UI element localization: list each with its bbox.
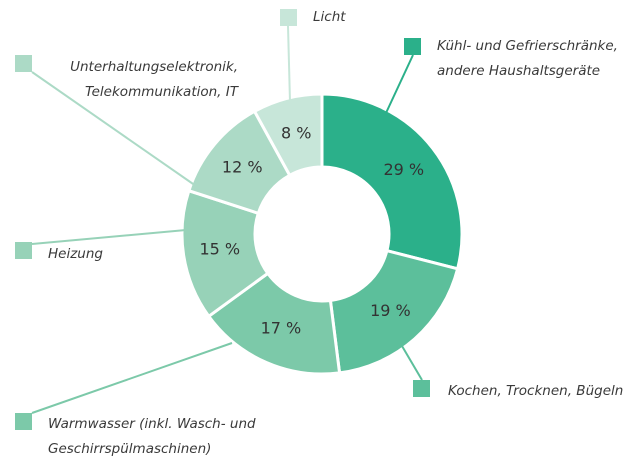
value-label: 17 % (261, 318, 302, 337)
legend-label: Warmwasser (inkl. Wasch- und Geschirrspü… (48, 416, 256, 457)
legend-swatch (15, 413, 32, 430)
value-label: 19 % (370, 301, 411, 320)
value-label: 8 % (281, 123, 311, 142)
donut-slice (252, 92, 324, 178)
donut-slice (328, 248, 460, 375)
leader-line (31, 71, 197, 187)
value-label: 29 % (383, 160, 424, 179)
leader-line (287, 25, 291, 103)
donut-slice (206, 271, 342, 376)
donut-slice (320, 92, 464, 271)
value-label: 15 % (199, 240, 240, 259)
leader-line (31, 229, 187, 245)
legend-swatch (15, 242, 32, 259)
leader-line (401, 345, 423, 381)
legend-label: Licht (313, 9, 346, 25)
legend-label: Kochen, Trocknen, Bügeln (448, 383, 624, 399)
value-label: 12 % (222, 158, 263, 177)
leader-line (385, 54, 414, 114)
legend-label: Unterhaltungselektronik, Telekommunikati… (70, 59, 238, 100)
legend-swatch (280, 9, 297, 26)
legend-swatch (404, 38, 421, 55)
leader-line (31, 342, 233, 414)
legend-swatch (413, 380, 430, 397)
legend-label: Heizung (48, 246, 103, 262)
legend-label: Kühl- und Gefrierschränke, andere Hausha… (437, 38, 618, 79)
legend-swatch (15, 55, 32, 72)
